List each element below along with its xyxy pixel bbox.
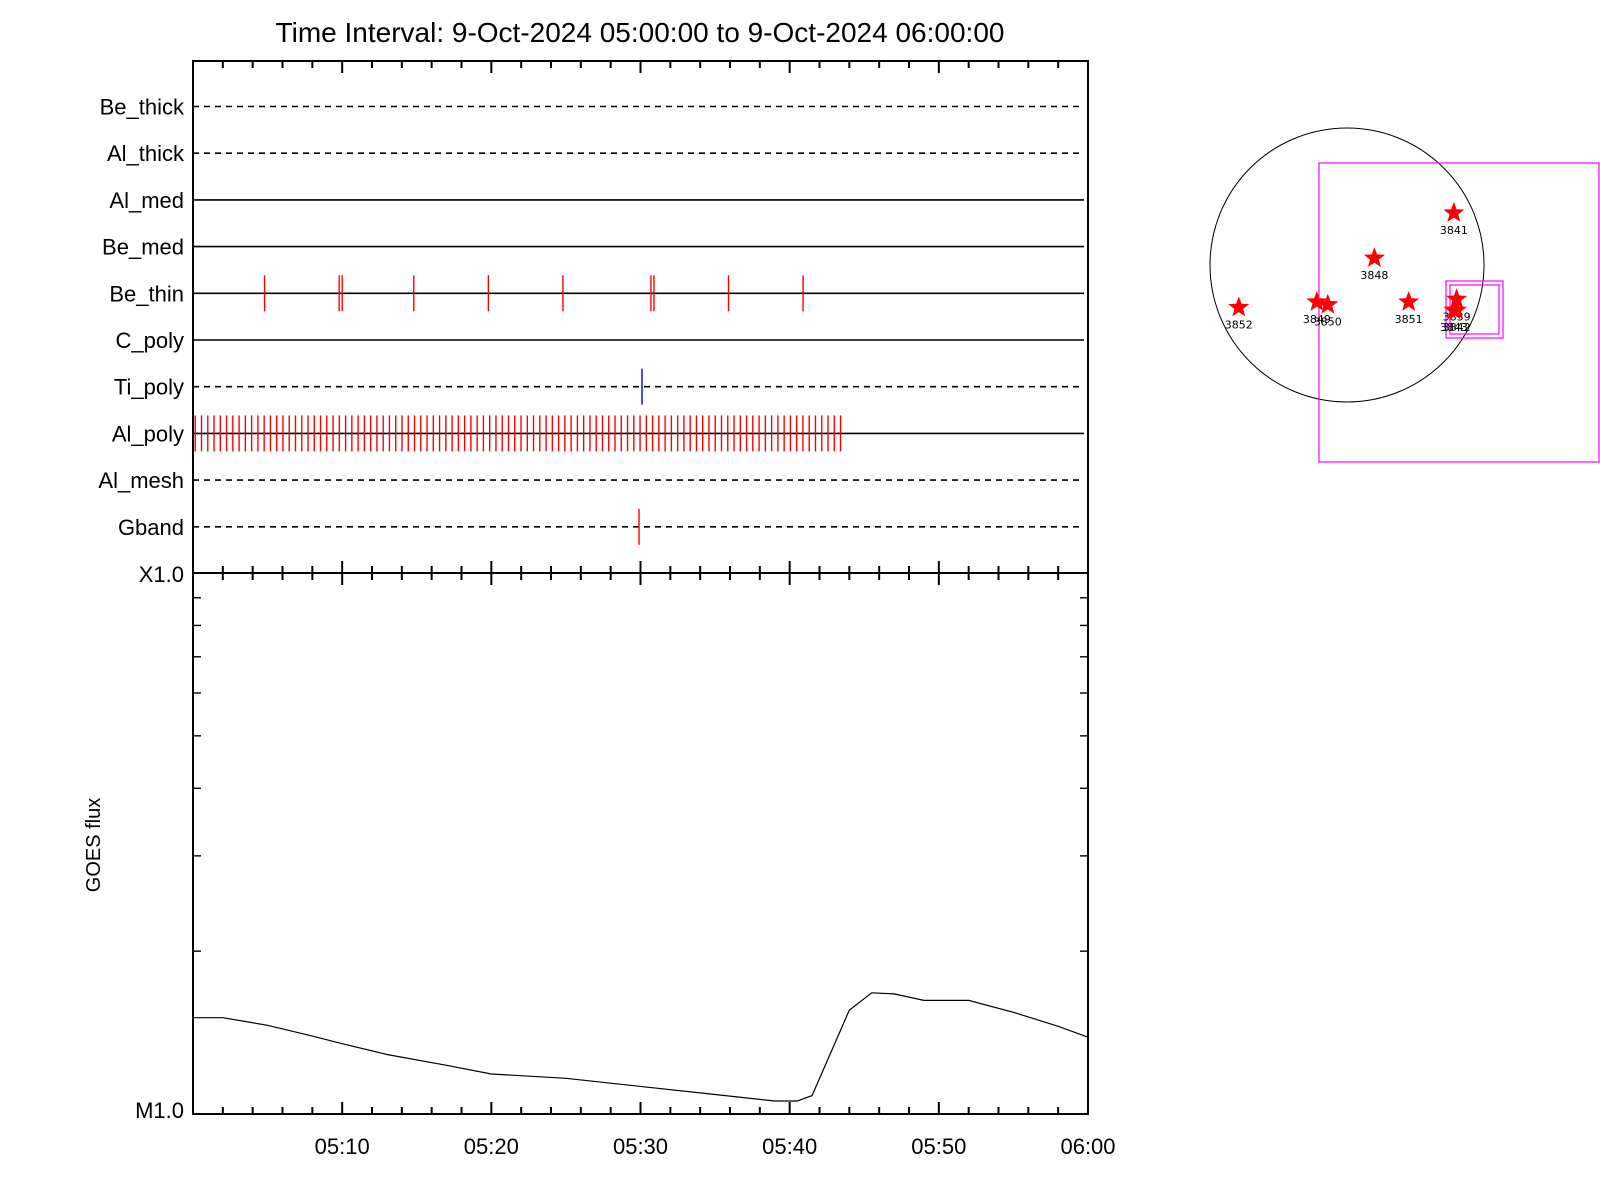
y-axis-label: GOES flux [83, 798, 105, 892]
channel-label-be-med: Be_med [102, 235, 184, 260]
goes-frame [192, 572, 1089, 1115]
active-region-label: 3843 [1440, 321, 1468, 334]
goes-flux-panel: X1.0 M1.0 GOES flux 05:10 05:20 05:30 05:40 05:… [83, 562, 1116, 1159]
active-region-star [1446, 288, 1468, 309]
channel-label-al-thick: Al_thick [107, 141, 185, 166]
x-tick-label: 05:40 [762, 1134, 817, 1159]
active-region-star [1317, 293, 1339, 314]
y-tick-label-top: X1.0 [139, 562, 184, 587]
fov-box-large [1318, 162, 1600, 463]
chart-title: Time Interval: 9-Oct-2024 05:00:00 to 9-… [276, 17, 1005, 48]
solar-limb [1209, 127, 1485, 403]
active-region-star [1443, 201, 1465, 222]
x-tick-label: 05:20 [464, 1134, 519, 1159]
channel-label-be-thin: Be_thin [109, 281, 184, 306]
active-region-star [1306, 291, 1328, 311]
x-tick-label: 05:30 [613, 1134, 668, 1159]
active-region-star [1228, 296, 1250, 317]
x-tick-label: 05:50 [911, 1134, 966, 1159]
fov-box-small [1445, 280, 1504, 339]
channel-label-gband: Gband [118, 515, 184, 540]
channel-label-al-poly: Al_poly [112, 421, 184, 446]
channel-label-al-med: Al_med [109, 188, 184, 213]
active-region-label: 3849 [1303, 313, 1331, 326]
active-region-label: 3848 [1360, 269, 1388, 282]
x-tick-label: 05:10 [315, 1134, 370, 1159]
timeline-frame [192, 60, 1089, 574]
x-tick-label: 06:00 [1060, 1134, 1115, 1159]
active-region-label: 3850 [1314, 316, 1342, 329]
event-timeline-panel: Be_thick Al_thick Al_med Be_med Be_thin C_pol… [98, 60, 1089, 574]
active-region-label: 3852 [1225, 318, 1253, 331]
active-region-label: 3851 [1395, 313, 1423, 326]
active-region-star [1398, 291, 1420, 311]
active-region-label: 3841 [1440, 224, 1468, 237]
active-region-label: 3842 [1443, 321, 1471, 334]
channel-label-al-mesh: Al_mesh [98, 468, 184, 493]
active-region-star [1443, 299, 1465, 320]
active-region-star [1363, 247, 1385, 267]
goes-flux-line [193, 992, 1089, 1102]
channel-label-ti-poly: Ti_poly [114, 375, 184, 400]
channel-label-c-poly: C_poly [116, 328, 184, 353]
channel-label-be-thick: Be_thick [100, 95, 185, 120]
y-tick-label-bottom: M1.0 [135, 1098, 184, 1123]
